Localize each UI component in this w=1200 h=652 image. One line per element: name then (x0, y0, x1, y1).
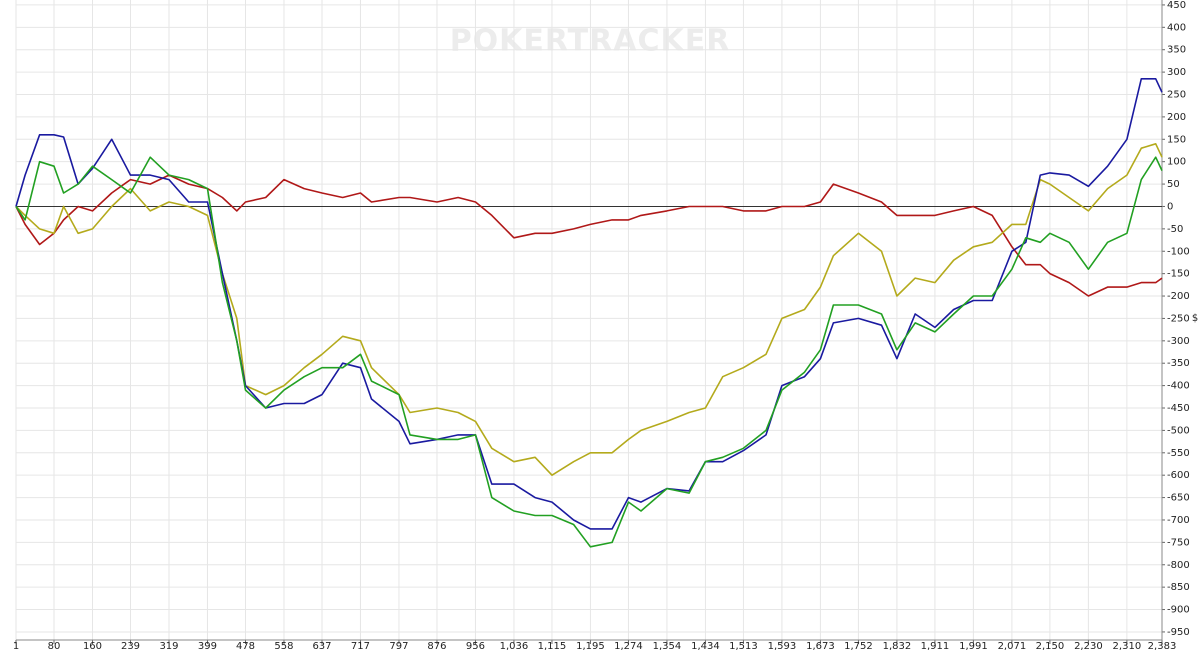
x-tick-label: 1,593 (768, 641, 797, 652)
x-tick-label: 478 (236, 641, 255, 652)
y-tick-label: -50 (1167, 224, 1183, 235)
y-tick-label: -750 (1167, 537, 1190, 548)
y-tick-label: -400 (1167, 381, 1190, 392)
watermark: POKERTRACKER (450, 24, 731, 59)
x-tick-label: 1,513 (729, 641, 758, 652)
y-tick-label: -950 (1167, 627, 1190, 638)
y-tick-label: -700 (1167, 515, 1190, 526)
x-tick-label: 1,036 (500, 641, 529, 652)
y-axis-label: $ (1192, 313, 1198, 324)
y-tick-label: -500 (1167, 425, 1190, 436)
y-tick-label: -250 (1167, 313, 1190, 324)
y-tick-label: 450 (1167, 0, 1186, 11)
x-tick-label: 399 (198, 641, 217, 652)
x-tick-label: 1,274 (614, 641, 643, 652)
y-tick-label: -550 (1167, 448, 1190, 459)
x-tick-label: 1,115 (538, 641, 567, 652)
y-tick-label: -450 (1167, 403, 1190, 414)
x-tick-label: 2,383 (1148, 641, 1177, 652)
series-line (15, 156, 1163, 548)
x-tick-label: 2,150 (1036, 641, 1065, 652)
x-tick-label: 239 (121, 641, 140, 652)
x-tick-label: 2,310 (1113, 641, 1142, 652)
y-tick-label: 150 (1167, 134, 1186, 145)
series-line (15, 143, 1163, 476)
y-tick-label: 200 (1167, 112, 1186, 123)
y-tick-label: 0 (1167, 201, 1173, 212)
x-tick-label: 637 (312, 641, 331, 652)
x-tick-label: 1,354 (653, 641, 682, 652)
x-tick-label: 2,071 (998, 641, 1027, 652)
y-tick-label: -150 (1167, 269, 1190, 280)
x-tick-label: 558 (274, 641, 293, 652)
x-tick-label: 1,991 (959, 641, 988, 652)
y-tick-label: 50 (1167, 179, 1180, 190)
y-tick-label: 300 (1167, 67, 1186, 78)
y-tick-label: -100 (1167, 246, 1190, 257)
x-tick-label: 2,230 (1074, 641, 1103, 652)
x-tick-label: 1,195 (576, 641, 605, 652)
y-tick-label: -200 (1167, 291, 1190, 302)
x-tick-label: 717 (351, 641, 370, 652)
x-tick-label: 876 (427, 641, 446, 652)
series-line (15, 174, 1163, 297)
x-tick-label: 1 (13, 641, 19, 652)
x-tick-label: 160 (83, 641, 102, 652)
y-tick-label: -800 (1167, 560, 1190, 571)
x-tick-label: 80 (48, 641, 61, 652)
y-tick-label: 350 (1167, 45, 1186, 56)
x-tick-label: 319 (159, 641, 178, 652)
y-tick-label: 400 (1167, 22, 1186, 33)
x-tick-label: 1,434 (691, 641, 720, 652)
y-tick-label: -900 (1167, 605, 1190, 616)
y-tick-label: -600 (1167, 470, 1190, 481)
x-tick-label: 1,673 (806, 641, 835, 652)
x-tick-label: 1,911 (921, 641, 950, 652)
y-tick-label: 100 (1167, 157, 1186, 168)
y-tick-label: -650 (1167, 493, 1190, 504)
x-tick-label: 797 (389, 641, 408, 652)
x-tick-label: 1,752 (844, 641, 873, 652)
y-tick-label: -300 (1167, 336, 1190, 347)
x-tick-label: 1,832 (883, 641, 912, 652)
y-tick-label: 250 (1167, 89, 1186, 100)
x-tick-label: 956 (466, 641, 485, 652)
y-tick-label: -850 (1167, 582, 1190, 593)
y-tick-label: -350 (1167, 358, 1190, 369)
